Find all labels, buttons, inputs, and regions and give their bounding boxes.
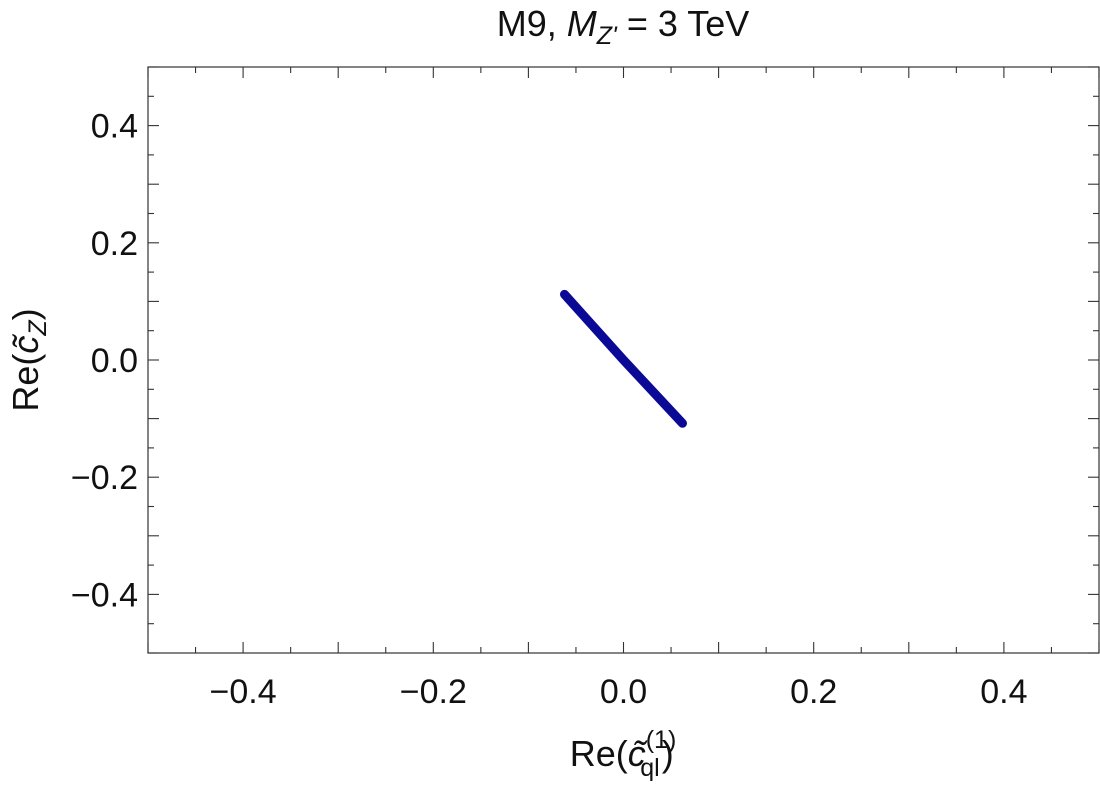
x-tick-label: −0.4 [210, 673, 277, 711]
series-layer [560, 289, 687, 428]
series-line [560, 289, 687, 428]
y-tick-label: −0.4 [71, 576, 138, 614]
x-title-superscript: (1) [646, 726, 677, 754]
title-suffix: = 3 TeV [617, 3, 749, 44]
y-title-prefix: Re( [5, 354, 46, 412]
x-title-suffix: ) [662, 733, 674, 774]
x-axis-tick-labels: −0.4 −0.2 0.0 0.2 0.4 [210, 673, 1028, 711]
y-title-suffix: ) [5, 308, 46, 320]
y-tick-label: 0.0 [91, 342, 138, 380]
x-tick-label: −0.2 [400, 673, 467, 711]
y-tick-label: 0.4 [91, 108, 138, 146]
title-subscript: Z' [596, 22, 618, 50]
y-axis-tick-labels: 0.4 0.2 0.0 −0.2 −0.4 [71, 108, 138, 615]
x-tick-label: 0.0 [600, 673, 647, 711]
x-title-symbol: c̃ [628, 733, 649, 774]
title-symbol: M [567, 3, 597, 44]
y-axis-title: Re(c̃Z) [5, 308, 52, 411]
title-prefix: M9, [497, 3, 567, 44]
chart-title: M9, MZ' = 3 TeV [497, 3, 750, 50]
x-title-subscript: ql [640, 754, 659, 782]
y-title-subscript: Z [24, 320, 52, 337]
x-axis-title: Re(c̃(1) ql) [570, 726, 677, 782]
axis-ticks [147, 66, 1100, 654]
y-title-symbol: c̃ [5, 333, 46, 354]
x-tick-label: 0.2 [790, 673, 837, 711]
x-tick-label: 0.4 [980, 673, 1027, 711]
y-tick-label: 0.2 [91, 225, 138, 263]
x-title-prefix: Re( [570, 733, 628, 774]
y-tick-label: −0.2 [71, 459, 138, 497]
